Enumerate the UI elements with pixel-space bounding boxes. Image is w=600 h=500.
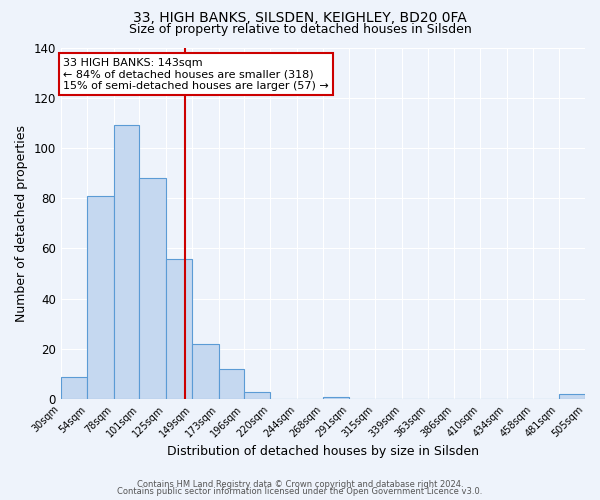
- Text: 33 HIGH BANKS: 143sqm
← 84% of detached houses are smaller (318)
15% of semi-det: 33 HIGH BANKS: 143sqm ← 84% of detached …: [63, 58, 329, 90]
- Bar: [87, 196, 114, 399]
- Text: Size of property relative to detached houses in Silsden: Size of property relative to detached ho…: [128, 22, 472, 36]
- Bar: [218, 369, 244, 399]
- Bar: [323, 396, 349, 399]
- Text: Contains HM Land Registry data © Crown copyright and database right 2024.: Contains HM Land Registry data © Crown c…: [137, 480, 463, 489]
- Bar: [139, 178, 166, 399]
- Bar: [61, 376, 87, 399]
- Bar: [192, 344, 218, 399]
- Bar: [244, 392, 271, 399]
- X-axis label: Distribution of detached houses by size in Silsden: Distribution of detached houses by size …: [167, 444, 479, 458]
- Bar: [559, 394, 585, 399]
- Text: Contains public sector information licensed under the Open Government Licence v3: Contains public sector information licen…: [118, 488, 482, 496]
- Text: 33, HIGH BANKS, SILSDEN, KEIGHLEY, BD20 0FA: 33, HIGH BANKS, SILSDEN, KEIGHLEY, BD20 …: [133, 11, 467, 25]
- Y-axis label: Number of detached properties: Number of detached properties: [15, 125, 28, 322]
- Bar: [166, 258, 192, 399]
- Bar: [114, 126, 139, 399]
